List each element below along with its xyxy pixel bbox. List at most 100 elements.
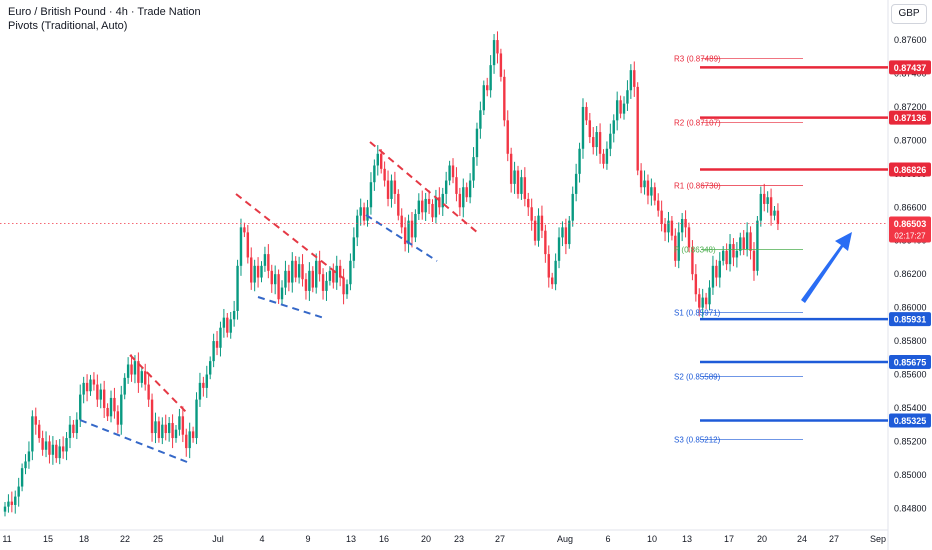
candle-body xyxy=(605,148,609,164)
candle-body xyxy=(246,232,250,258)
time-tick: 25 xyxy=(153,534,163,544)
trendline xyxy=(79,419,188,463)
candle-body xyxy=(718,260,721,278)
candle-body xyxy=(14,496,17,505)
candle-body xyxy=(595,132,598,148)
candle xyxy=(537,208,540,247)
candle xyxy=(400,208,403,234)
candle-body xyxy=(256,265,260,278)
candle xyxy=(475,122,479,166)
candle-body xyxy=(509,153,513,184)
candle-body xyxy=(708,287,711,305)
candle-body xyxy=(20,468,24,487)
pivot-lines: R3 (0.87489) R2 (0.87107) R1 (0.86730) P (0… xyxy=(674,55,803,444)
candle xyxy=(253,259,256,292)
candle-body xyxy=(202,382,205,388)
candle xyxy=(273,265,277,295)
candle xyxy=(489,55,492,98)
candle xyxy=(694,264,698,302)
pivot-label: S3 (0.85212) xyxy=(674,435,721,444)
price-tag-label: 0.87437 xyxy=(894,63,927,73)
candle-body xyxy=(369,182,373,208)
candle xyxy=(198,372,202,407)
time-tick: 4 xyxy=(259,534,264,544)
candle xyxy=(479,101,482,139)
candle-body xyxy=(315,260,318,288)
last-price-label: 0.86503 xyxy=(894,219,927,229)
candle-body xyxy=(82,382,85,395)
chart-title: Euro / British Pound · 4h · Trade Nation xyxy=(8,6,201,18)
candle-body xyxy=(602,153,605,164)
candle-body xyxy=(61,446,65,452)
candle-body xyxy=(674,235,677,261)
candle-body xyxy=(715,265,718,278)
candle xyxy=(205,365,208,398)
price-tick: 0.85600 xyxy=(894,370,927,380)
candle xyxy=(75,412,79,440)
trendline xyxy=(235,193,344,279)
candle-body xyxy=(99,389,102,400)
candle-body xyxy=(482,85,485,111)
candle xyxy=(328,266,332,286)
indicator-label[interactable]: Pivots (Traditional, Auto) xyxy=(8,20,128,32)
candle-body xyxy=(161,424,164,439)
candle-body xyxy=(735,250,739,258)
candle-body xyxy=(10,501,14,505)
candle xyxy=(297,256,301,284)
candle xyxy=(574,163,578,202)
candle xyxy=(263,246,267,272)
candle-body xyxy=(728,244,732,265)
price-tags: 0.87437 0.87136 0.86826 0.85931 0.85675 0.853… xyxy=(889,60,931,428)
candle xyxy=(287,264,291,292)
candle xyxy=(250,247,253,290)
candle-body xyxy=(530,207,533,221)
candle-body xyxy=(373,165,376,183)
time-tick: 11 xyxy=(2,534,11,544)
candle xyxy=(167,416,171,442)
candle xyxy=(718,252,721,288)
price-tag: 0.87136 xyxy=(889,110,931,125)
candle-body xyxy=(301,264,304,280)
candle xyxy=(362,202,366,226)
candle xyxy=(239,218,243,276)
time-tick: Aug xyxy=(557,534,573,544)
candle xyxy=(222,308,226,338)
candle xyxy=(407,214,410,253)
candle-body xyxy=(154,421,157,434)
candle xyxy=(482,80,485,115)
candle xyxy=(260,261,263,283)
candle xyxy=(164,414,167,441)
candle xyxy=(663,217,667,242)
candle xyxy=(85,374,89,402)
candle-body xyxy=(540,215,544,231)
time-tick: Jul xyxy=(212,534,224,544)
candle-body xyxy=(407,220,410,245)
currency-button[interactable]: GBP xyxy=(891,4,927,24)
candle-body xyxy=(109,397,113,417)
candle xyxy=(571,186,574,227)
candle-body xyxy=(325,280,328,291)
candle-body xyxy=(195,399,198,439)
candle xyxy=(369,172,373,215)
candle xyxy=(34,407,37,435)
candle xyxy=(109,390,113,423)
candle xyxy=(639,163,643,194)
candle xyxy=(99,383,102,409)
trendline xyxy=(257,296,325,319)
pivot-label: S1 (0.85971) xyxy=(674,308,721,317)
candle-body xyxy=(434,197,438,218)
candle xyxy=(595,126,598,156)
candle xyxy=(38,420,41,443)
time-tick: 9 xyxy=(305,534,310,544)
candle xyxy=(232,300,236,327)
candle xyxy=(96,374,99,407)
candles xyxy=(3,31,780,517)
candle-body xyxy=(677,232,680,261)
candle xyxy=(711,255,715,295)
candle xyxy=(130,354,133,382)
candle-body xyxy=(687,227,691,248)
candle-body xyxy=(427,198,431,204)
candle-body xyxy=(58,446,61,459)
price-tag-box xyxy=(889,110,931,125)
